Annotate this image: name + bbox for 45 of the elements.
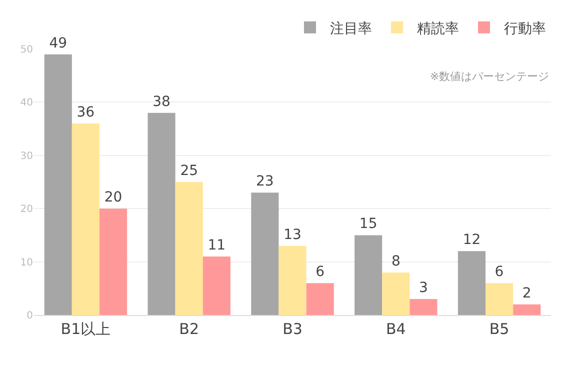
y-tick-label: 10 [20,257,33,268]
x-tick-label: B4 [386,320,406,338]
data-label: 25 [180,163,198,179]
bar [458,251,486,315]
data-label: 2 [522,285,532,302]
bar [72,123,100,315]
bar [148,112,176,315]
annotation: ※数値はパーセンテージ [430,70,550,83]
data-label: 20 [104,190,122,206]
bar [486,283,514,315]
data-label: 38 [152,94,170,110]
bar [306,283,334,315]
data-label: 15 [359,216,378,232]
data-label: 6 [494,264,504,280]
x-tick-label: B2 [179,320,200,338]
data-label: 6 [316,264,325,280]
y-tick-label: 50 [20,44,33,56]
y-tick-label: 40 [20,98,33,109]
legend-label: 精読率 [417,20,459,37]
legend-label: 行動率 [504,20,546,37]
bar [175,182,203,315]
bar [99,208,128,315]
data-label: 49 [49,35,68,52]
data-label: 3 [419,280,428,296]
data-label: 12 [462,232,481,248]
y-tick-label: 20 [20,204,33,216]
bar [382,272,410,315]
data-label: 11 [208,237,226,254]
x-tick-label: B5 [489,320,510,338]
legend-label: 注目率 [330,20,372,37]
bar [354,235,382,315]
data-label: 23 [256,174,274,190]
x-tick-label: B3 [282,320,302,338]
bar [202,256,230,315]
y-tick-label: 30 [20,150,33,162]
bar [410,299,438,315]
data-label: 8 [391,253,400,270]
data-label: 13 [284,226,302,243]
bar [251,192,279,315]
bar [513,304,541,315]
bar [278,246,306,315]
data-label: 36 [76,104,95,120]
x-tick-label: B1以上 [60,320,111,338]
y-tick-label: 0 [26,310,33,322]
bar [44,54,72,315]
